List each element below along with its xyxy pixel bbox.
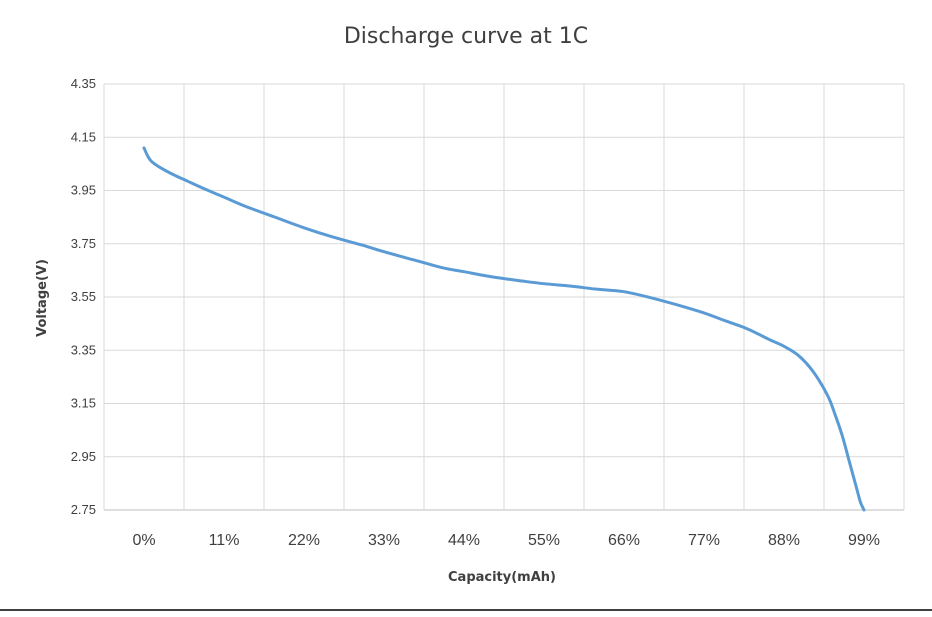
x-axis-title: Capacity(mAh) xyxy=(448,570,556,585)
x-tick-label: 11% xyxy=(209,532,240,549)
y-tick-label: 3.95 xyxy=(71,183,96,198)
y-axis-ticks: 4.35 4.15 3.95 3.75 3.55 3.35 3.15 2.95 2.75 xyxy=(71,76,96,517)
x-tick-label: 22% xyxy=(288,532,320,549)
x-tick-label: 88% xyxy=(768,532,800,549)
x-tick-label: 55% xyxy=(528,532,560,549)
y-tick-label: 3.75 xyxy=(71,236,96,251)
x-tick-label: 44% xyxy=(448,532,480,549)
x-tick-label: 33% xyxy=(368,532,400,549)
x-tick-label: 77% xyxy=(688,532,720,549)
y-tick-label: 4.15 xyxy=(71,129,96,144)
y-tick-label: 3.55 xyxy=(71,289,96,304)
series-layer xyxy=(142,146,866,512)
x-tick-label: 0% xyxy=(132,532,155,549)
chart-title: Discharge curve at 1C xyxy=(344,24,588,49)
y-tick-label: 2.75 xyxy=(71,502,96,517)
grid xyxy=(103,83,905,511)
y-tick-label: 3.35 xyxy=(71,342,96,357)
x-tick-label: 66% xyxy=(608,532,640,549)
y-axis-title: Voltage(V) xyxy=(35,259,50,337)
x-axis-ticks: 0% 11% 22% 33% 44% 55% 66% 77% 88% 99% xyxy=(132,532,880,549)
series-line xyxy=(142,146,866,512)
x-tick-label: 99% xyxy=(848,532,880,549)
y-tick-label: 2.95 xyxy=(71,449,96,464)
y-tick-label: 3.15 xyxy=(71,396,96,411)
y-tick-label: 4.35 xyxy=(71,76,96,91)
